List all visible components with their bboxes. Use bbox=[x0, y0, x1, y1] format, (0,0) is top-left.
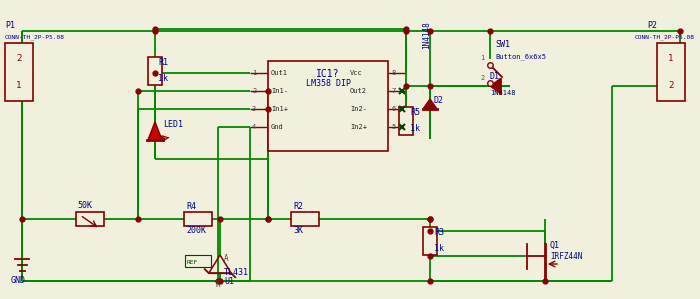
Text: CONN-TH_2P-P5.08: CONN-TH_2P-P5.08 bbox=[5, 34, 65, 40]
Text: 7: 7 bbox=[391, 88, 395, 94]
Text: U1: U1 bbox=[224, 277, 234, 286]
Text: 1: 1 bbox=[252, 70, 256, 76]
Text: Out1: Out1 bbox=[271, 70, 288, 76]
Text: R1: R1 bbox=[158, 58, 168, 67]
Bar bbox=[291, 212, 319, 226]
Bar bbox=[423, 227, 437, 255]
Text: Vcc: Vcc bbox=[350, 70, 363, 76]
Text: 1N4148: 1N4148 bbox=[490, 90, 515, 96]
Text: In2+: In2+ bbox=[350, 124, 367, 130]
Bar bbox=[5, 43, 33, 101]
Text: 5: 5 bbox=[391, 124, 395, 130]
Text: In2-: In2- bbox=[350, 106, 367, 112]
Text: 4: 4 bbox=[252, 124, 256, 130]
Text: 2: 2 bbox=[480, 75, 484, 81]
Text: P2: P2 bbox=[647, 21, 657, 30]
Text: In1+: In1+ bbox=[271, 106, 288, 112]
Bar bbox=[268, 61, 388, 151]
Text: 1k: 1k bbox=[158, 74, 168, 83]
Text: 2: 2 bbox=[252, 88, 256, 94]
Text: 2: 2 bbox=[668, 81, 673, 90]
Text: D1: D1 bbox=[490, 72, 500, 81]
Text: R2: R2 bbox=[293, 202, 303, 211]
Text: 3: 3 bbox=[252, 106, 256, 112]
Bar bbox=[657, 43, 685, 101]
Bar bbox=[399, 107, 413, 135]
Text: 6: 6 bbox=[391, 106, 395, 112]
Text: GND: GND bbox=[11, 276, 26, 285]
Text: P1: P1 bbox=[5, 21, 15, 30]
Text: LED1: LED1 bbox=[163, 120, 183, 129]
Text: IC1?: IC1? bbox=[316, 69, 340, 79]
Text: R4: R4 bbox=[186, 202, 196, 211]
Text: D2: D2 bbox=[434, 96, 444, 105]
Text: Q1: Q1 bbox=[550, 241, 560, 250]
Text: R3: R3 bbox=[434, 228, 444, 237]
Text: 200K: 200K bbox=[186, 226, 206, 235]
Bar bbox=[76, 212, 104, 226]
Polygon shape bbox=[490, 79, 500, 93]
Text: 1N4148: 1N4148 bbox=[423, 21, 431, 49]
Bar bbox=[184, 212, 212, 226]
Text: R5: R5 bbox=[410, 108, 420, 117]
Text: LM358 DIP: LM358 DIP bbox=[305, 79, 351, 88]
Text: TL431: TL431 bbox=[224, 268, 249, 277]
Text: SW1: SW1 bbox=[495, 40, 510, 49]
Text: Gnd: Gnd bbox=[271, 124, 284, 130]
Text: REF: REF bbox=[187, 260, 198, 265]
Text: 1: 1 bbox=[480, 55, 484, 61]
Text: Button_6x6x5: Button_6x6x5 bbox=[495, 53, 546, 60]
Text: A: A bbox=[224, 254, 229, 263]
Text: Out2: Out2 bbox=[350, 88, 367, 94]
Polygon shape bbox=[148, 122, 162, 140]
Text: CONN-TH_2P-P5.08: CONN-TH_2P-P5.08 bbox=[635, 34, 695, 40]
Text: 50K: 50K bbox=[77, 201, 92, 210]
Polygon shape bbox=[423, 99, 437, 109]
Text: 2: 2 bbox=[16, 54, 22, 62]
Text: 1: 1 bbox=[16, 81, 22, 90]
Text: 1k: 1k bbox=[410, 124, 420, 133]
Bar bbox=[148, 57, 162, 85]
Bar bbox=[185, 255, 211, 267]
Text: 1: 1 bbox=[668, 54, 673, 62]
Text: In1-: In1- bbox=[271, 88, 288, 94]
Text: 1k: 1k bbox=[434, 244, 444, 253]
Text: 3K: 3K bbox=[293, 226, 303, 235]
Text: K: K bbox=[216, 280, 221, 289]
Text: IRFZ44N: IRFZ44N bbox=[550, 252, 582, 261]
Text: 8: 8 bbox=[391, 70, 395, 76]
